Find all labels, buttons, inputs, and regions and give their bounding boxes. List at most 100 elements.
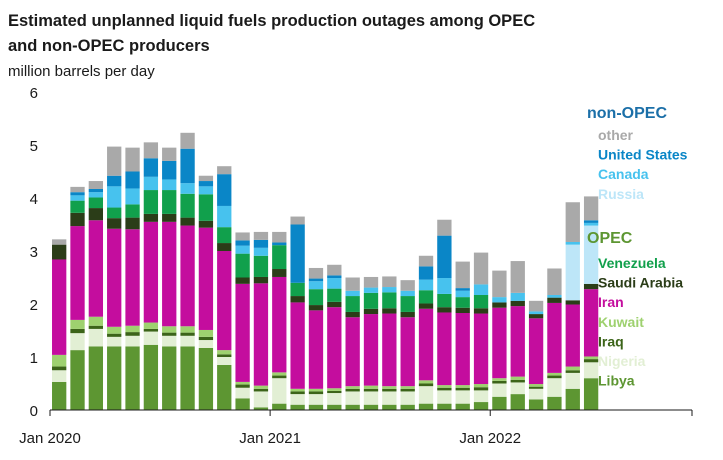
bar-segment-united-states [308, 278, 324, 282]
bar-segment-iraq [345, 388, 360, 392]
bar-segment-saudi-arabia [52, 244, 67, 260]
bar-segment-canada [308, 281, 324, 290]
bar-stack [583, 196, 599, 410]
bar-segment-nigeria [583, 362, 599, 379]
bar-segment-libya [528, 399, 544, 410]
bar-segment-saudi-arabia [162, 213, 177, 222]
bar-segment-kuwait [455, 385, 470, 388]
bar-segment-russia [565, 244, 580, 301]
bar-segment-iran [70, 226, 85, 320]
bar-segment-venezuela [290, 282, 305, 297]
bar-stack [235, 232, 250, 410]
bar-stack [455, 261, 470, 410]
bar-segment-libya [143, 344, 159, 410]
bar-segment-kuwait [107, 326, 122, 334]
bar-segment-canada [125, 188, 140, 205]
bar-segment-saudi-arabia [565, 300, 580, 305]
bars-group [52, 132, 599, 410]
bar-segment-canada [180, 183, 195, 194]
bar-segment-other [235, 232, 250, 241]
bar-segment-libya [217, 364, 232, 410]
bar-segment-iraq [455, 387, 470, 391]
bar-segment-iraq [88, 325, 104, 329]
bar-segment-kuwait [400, 386, 415, 389]
bar-segment-iraq [52, 366, 67, 371]
bar-segment-iran [143, 221, 159, 323]
bar-segment-nigeria [52, 370, 67, 382]
bar-segment-nigeria [565, 372, 580, 389]
bar-segment-iran [583, 289, 599, 357]
bar-segment-saudi-arabia [400, 311, 415, 318]
bar-segment-iraq [272, 375, 287, 379]
bar-segment-iran [198, 227, 214, 330]
bar-segment-united-states [70, 192, 85, 196]
bar-stack [88, 181, 104, 410]
chart-title-line-2: and non-OPEC producers [8, 37, 210, 55]
legend-item-libya: Libya [598, 373, 635, 389]
bar-segment-venezuela [382, 292, 397, 309]
y-tick-label: 6 [30, 85, 38, 102]
bar-stack [510, 261, 525, 410]
bar-stack [70, 186, 85, 410]
bar-stack [52, 239, 67, 410]
bar-segment-united-states [107, 175, 122, 187]
bar-segment-iraq [473, 387, 489, 391]
bar-segment-nigeria [418, 386, 434, 404]
bar-segment-saudi-arabia [107, 218, 122, 229]
bar-segment-other [217, 166, 232, 175]
bar-stack [198, 175, 214, 410]
bar-segment-venezuela [70, 200, 85, 213]
bar-segment-nigeria [107, 336, 122, 347]
bar-segment-venezuela [327, 288, 342, 302]
bar-segment-iran [547, 302, 562, 373]
bar-segment-libya [327, 404, 342, 410]
bar-segment-united-states [583, 220, 599, 223]
bar-segment-saudi-arabia [272, 269, 287, 277]
bar-stack [473, 252, 489, 410]
bar-stack [565, 202, 580, 410]
bar-segment-other [455, 261, 470, 289]
bar-segment-other [345, 277, 360, 291]
bar-segment-kuwait [272, 372, 287, 376]
bar-segment-iraq [583, 359, 599, 363]
bar-stack [492, 270, 507, 410]
legend-item-united-states: United States [598, 147, 688, 163]
bar-segment-iran [327, 307, 342, 389]
bar-segment-nigeria [455, 390, 470, 404]
bar-segment-venezuela [198, 194, 214, 221]
bar-segment-canada [198, 186, 214, 195]
bar-segment-kuwait [198, 329, 214, 337]
legend-item-kuwait: Kuwait [598, 314, 644, 330]
bar-segment-saudi-arabia [327, 301, 342, 308]
bar-segment-libya [345, 404, 360, 410]
bar-stack [308, 267, 324, 410]
bar-segment-kuwait [217, 350, 232, 355]
bar-segment-canada [510, 292, 525, 301]
bar-segment-libya [290, 404, 305, 410]
bar-stack [327, 264, 342, 410]
bar-stack [162, 147, 177, 410]
bar-segment-other [107, 146, 122, 176]
y-tick-label: 1 [30, 350, 38, 367]
bar-segment-saudi-arabia [547, 297, 562, 303]
bar-segment-libya [253, 407, 269, 410]
bar-segment-united-states [125, 171, 140, 189]
bar-segment-canada [253, 247, 269, 256]
bar-segment-saudi-arabia [143, 213, 159, 222]
bar-segment-iraq [198, 336, 214, 341]
bar-segment-kuwait [180, 326, 195, 333]
bar-stack [290, 216, 305, 410]
bar-segment-venezuela [308, 289, 324, 306]
bar-segment-nigeria [235, 387, 250, 399]
bar-segment-venezuela [235, 253, 250, 278]
bar-segment-iraq [162, 332, 177, 336]
bar-segment-united-states [235, 240, 250, 246]
bar-segment-saudi-arabia [235, 277, 250, 284]
bar-segment-nigeria [198, 340, 214, 348]
bar-segment-nigeria [217, 357, 232, 365]
bar-segment-canada [418, 279, 434, 291]
bar-segment-united-states [217, 174, 232, 206]
bar-segment-canada [455, 290, 470, 298]
bar-segment-nigeria [363, 391, 379, 405]
